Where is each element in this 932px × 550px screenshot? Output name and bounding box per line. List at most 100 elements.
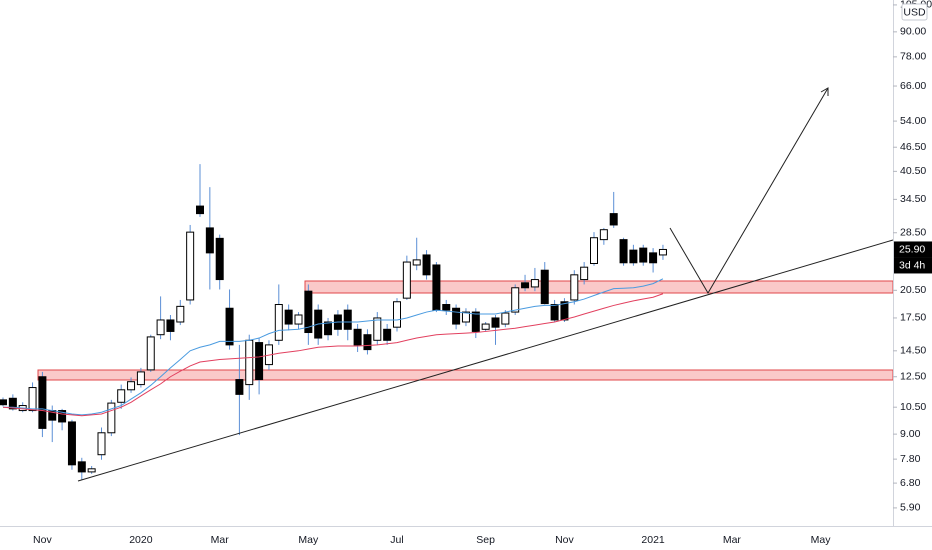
last-price-label: 25.90: [899, 244, 925, 256]
candle-body: [235, 379, 244, 395]
y-tick-label: 66.00: [900, 80, 926, 92]
candle-body: [393, 301, 401, 328]
candle-body: [491, 317, 500, 328]
candle-body: [67, 421, 76, 466]
candle-body: [196, 205, 204, 215]
x-tick-label: Sep: [476, 534, 495, 546]
candle-body: [215, 237, 224, 281]
currency-box: [901, 3, 928, 21]
candle-body: [452, 307, 461, 325]
candle-body: [255, 342, 264, 381]
y-tick-label: 78.00: [900, 51, 926, 63]
projection-arrow: [669, 87, 829, 294]
countdown-label: 3d 4h: [899, 260, 925, 272]
candle-body: [461, 311, 470, 323]
candle-body: [343, 309, 352, 330]
candle-body: [373, 317, 382, 341]
candle-body: [599, 229, 608, 241]
moving-average-line: [3, 278, 664, 416]
y-tick-label: 14.50: [900, 345, 926, 357]
candle-body: [107, 402, 116, 434]
candle-body: [383, 328, 392, 341]
y-tick-label: 10.50: [900, 401, 926, 413]
axes: 105.0090.0078.0066.0054.0046.5040.5034.5…: [33, 0, 932, 546]
trend-line: [77, 239, 894, 482]
candle-body: [639, 247, 648, 263]
candle-body: [658, 248, 667, 256]
x-tick-label: May: [298, 534, 319, 546]
candle-body: [127, 381, 136, 391]
candle-body: [540, 269, 549, 305]
candle-body: [87, 468, 96, 473]
candle-body: [590, 237, 598, 265]
candle-body: [117, 389, 126, 403]
candle-body: [284, 309, 293, 325]
candle-body: [166, 319, 175, 332]
candle-body: [176, 305, 185, 323]
y-tick-label: 7.80: [900, 453, 921, 465]
moving-average-line: [2, 293, 664, 417]
candle-body: [471, 311, 480, 332]
y-tick-label: 46.50: [900, 141, 926, 153]
candle-body: [422, 254, 431, 276]
candle-body: [550, 304, 559, 321]
marks: [0, 164, 667, 480]
y-tick-label: 17.50: [900, 312, 926, 324]
candle-body: [0, 399, 7, 406]
candle-body: [225, 307, 234, 346]
y-tick-label: 90.00: [900, 26, 926, 38]
y-tick-label: 5.90: [900, 502, 921, 514]
candle-body: [580, 266, 589, 281]
candle-body: [324, 321, 333, 336]
annotations: [77, 87, 894, 482]
y-tick-label: 34.50: [900, 193, 926, 205]
candle-body: [521, 282, 530, 289]
candle-body: [353, 328, 362, 346]
candle-body: [186, 231, 195, 301]
resistance-zone: [304, 280, 894, 294]
candle-body: [146, 336, 155, 371]
candle-body: [570, 274, 579, 301]
candle-body: [412, 259, 421, 266]
candle-body: [97, 432, 106, 456]
last-price-box: [894, 241, 932, 258]
x-tick-label: 2021: [641, 534, 665, 546]
candle-body: [432, 264, 441, 311]
candle-body: [501, 312, 510, 325]
x-tick-label: Mar: [723, 534, 742, 546]
candle-body: [28, 387, 37, 412]
candle-body: [8, 397, 17, 410]
candle-body: [649, 252, 658, 264]
candle-body: [77, 461, 86, 473]
y-tick-label: 20.50: [900, 284, 926, 296]
x-tick-label: Nov: [33, 534, 52, 546]
candle-body: [511, 287, 520, 313]
candle-body: [294, 314, 303, 325]
x-tick-label: Jul: [390, 534, 403, 546]
candle-body: [38, 376, 47, 429]
countdown-box: [894, 257, 932, 274]
arrow-head: [820, 87, 829, 96]
candle-body: [245, 339, 254, 386]
candle-body: [363, 334, 372, 351]
candle-body: [609, 213, 618, 226]
candle-body: [58, 410, 67, 423]
x-tick-label: Nov: [555, 534, 574, 546]
candle-body: [402, 261, 411, 299]
y-tick-label: 54.00: [900, 115, 926, 127]
candle-body: [304, 290, 313, 334]
y-tick-label: 6.80: [900, 477, 921, 489]
candle-body: [205, 227, 214, 254]
candle-body: [481, 323, 490, 330]
candle-body: [442, 304, 451, 311]
candle-body: [274, 304, 283, 341]
candle-body: [136, 371, 145, 386]
currency: USD: [903, 6, 926, 18]
candle-body: [619, 239, 628, 264]
x-tick-label: 2020: [129, 534, 153, 546]
y-tick-label: 28.50: [900, 227, 926, 239]
candle-body: [530, 279, 539, 288]
